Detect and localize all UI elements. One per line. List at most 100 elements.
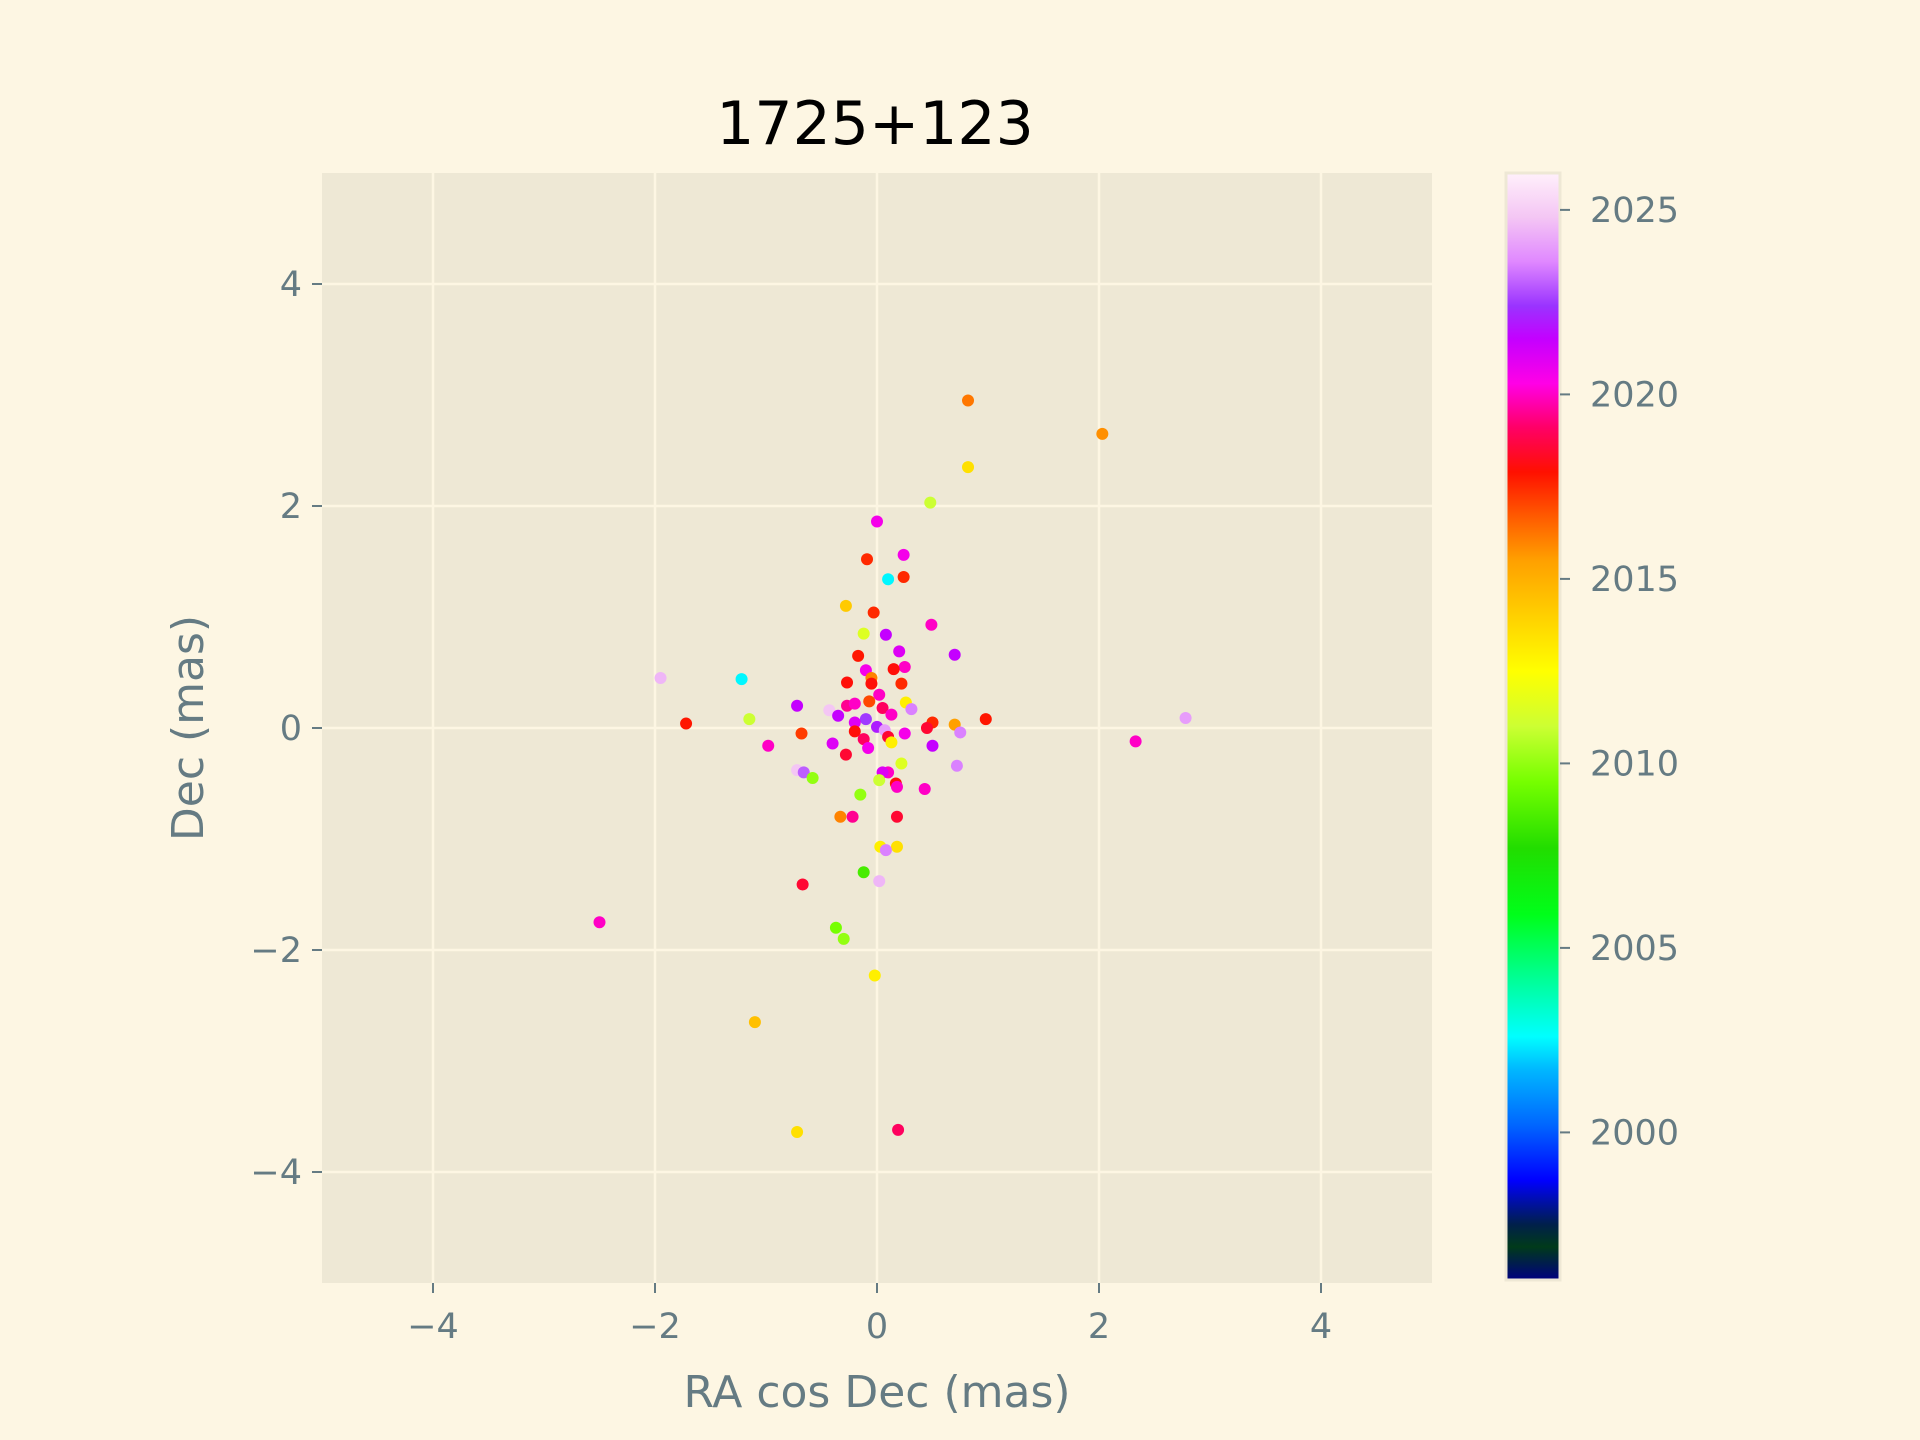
data-point [735,673,748,686]
colorbar: 2000 2005 2010 2015 2020 2025 [1504,171,1679,1282]
data-point [865,677,878,690]
data-point [841,676,854,689]
y-axis-label: Dec (mas) [163,615,214,841]
data-point [791,699,804,712]
data-point [834,810,847,823]
data-point [885,708,898,721]
y-tick-label: 0 [280,709,302,749]
data-point [862,741,875,754]
data-point [918,783,931,796]
data-point [806,771,819,784]
data-point [890,840,903,853]
data-point [879,844,892,857]
data-point [796,878,809,891]
data-point [890,810,903,823]
data-point [832,709,845,722]
data-point [895,757,908,770]
data-point [593,916,606,929]
colorbar-gradient [1504,171,1562,1282]
data-point [791,1126,804,1139]
data-point [868,969,881,982]
x-tick-label: 4 [1310,1307,1332,1347]
y-tick-label: 2 [280,487,302,527]
data-point [680,717,693,730]
data-point [905,703,918,716]
data-point [654,672,667,685]
data-point [852,649,865,662]
data-point [859,713,872,726]
data-point [857,866,870,879]
data-point [920,722,933,734]
data-point [897,548,910,561]
data-point [954,726,967,739]
data-point [762,739,775,752]
colorbar-ticks: 2000 2005 2010 2015 2020 2025 [1560,191,1679,1153]
data-point [882,573,895,586]
data-point [748,1016,761,1029]
data-point [897,571,910,584]
data-point [887,663,900,676]
data-point [876,702,889,715]
data-point [795,727,808,740]
data-point [837,932,850,945]
data-point [1096,427,1109,440]
data-point [823,704,836,717]
data-point [829,921,842,934]
data-point [924,496,937,509]
data-point [846,810,859,823]
data-point [898,660,911,673]
data-point [979,713,992,726]
data-point [1179,712,1192,725]
data-point [857,733,870,746]
data-point [926,739,939,752]
x-tick-label: −2 [629,1307,681,1347]
data-point [895,677,908,690]
y-tick-label: −2 [250,931,302,971]
data-point [879,628,892,641]
data-point [1129,735,1142,748]
data-point [893,645,906,658]
data-point [950,759,963,772]
y-tick-label: 4 [280,265,302,305]
data-point [839,599,852,612]
data-point [848,697,861,710]
x-tick-label: 0 [866,1307,888,1347]
colorbar-tick-label: 2025 [1590,191,1679,231]
data-point [848,725,861,738]
colorbar-tick-label: 2000 [1590,1113,1679,1153]
data-point [890,780,903,793]
data-point [848,716,861,729]
colorbar-tick-label: 2015 [1590,560,1679,600]
data-point [898,727,911,740]
data-point [743,713,756,726]
data-point [871,515,883,528]
data-point [925,618,938,631]
data-point [854,788,867,801]
data-point [826,737,839,750]
data-point [839,748,852,761]
data-point [797,766,810,779]
data-point [962,461,975,474]
data-point [873,875,886,888]
x-tick-label: −4 [407,1307,459,1347]
data-point [867,606,880,619]
y-axis-ticks: −4 −2 0 2 4 [250,265,322,1193]
y-tick-label: −4 [250,1153,302,1193]
data-point [962,394,975,407]
data-point [857,627,870,640]
data-point [863,695,876,708]
chart-title: 1725+123 [716,89,1034,159]
colorbar-tick-label: 2005 [1590,929,1679,969]
data-point [948,648,961,661]
data-point [873,688,886,701]
data-point [873,774,886,787]
data-point [885,736,898,749]
data-point [892,1123,905,1136]
colorbar-tick-label: 2020 [1590,375,1679,415]
x-axis-label: RA cos Dec (mas) [683,1367,1070,1418]
data-point [861,553,874,566]
data-points [593,394,1192,1139]
x-axis-ticks: −4 −2 0 2 4 [407,1283,1332,1347]
colorbar-tick-label: 2010 [1590,744,1679,784]
